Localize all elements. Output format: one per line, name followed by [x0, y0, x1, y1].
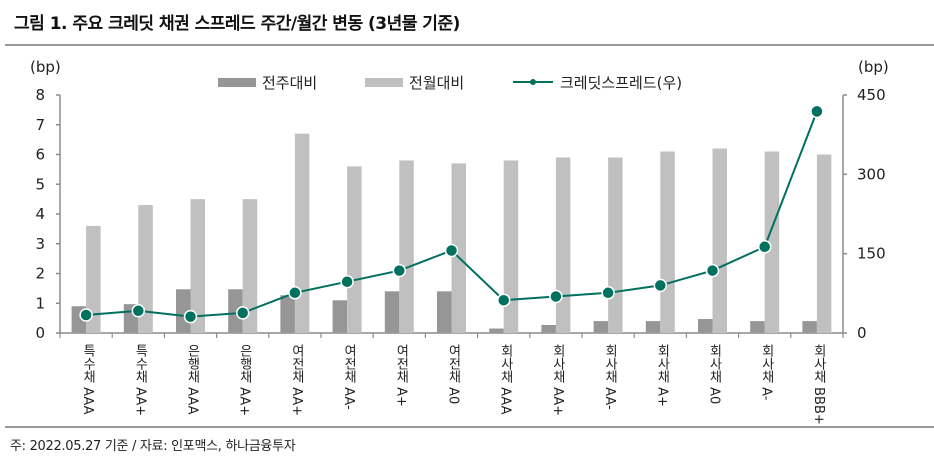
footer-divider: [5, 426, 934, 428]
spread-point: [235, 306, 250, 320]
category-label: 여전채 AA-: [341, 344, 357, 410]
bar-monthly-change: [86, 225, 101, 333]
bar-weekly-change: [228, 289, 243, 333]
spread-point: [810, 104, 824, 119]
bar-weekly-change: [280, 295, 295, 333]
bar-monthly-change: [294, 133, 310, 333]
spread-point: [183, 309, 198, 324]
category-label: 회사채 A-: [758, 344, 774, 401]
bar-monthly-change: [399, 160, 414, 333]
bar-monthly-change: [816, 154, 832, 333]
right-tick-label: 450: [857, 86, 886, 104]
bar-monthly-change: [242, 199, 258, 333]
spread-point: [757, 240, 772, 254]
bar-monthly-change: [190, 199, 205, 333]
category-label: 은행채 AAA: [184, 344, 200, 415]
left-tick-label: 0: [35, 324, 45, 342]
bar-monthly-change: [555, 157, 571, 333]
bar-monthly-change: [764, 151, 780, 333]
left-tick-label: 3: [35, 235, 45, 253]
category-label: 여전채 AA+: [288, 344, 304, 417]
category-label: 회사채 BBB+: [810, 344, 826, 425]
category-label: 여전채 A+: [393, 344, 409, 407]
spread-point: [705, 263, 720, 278]
category-label: 은행채 AA+: [236, 344, 252, 417]
spread-point: [288, 286, 302, 300]
bar-weekly-change: [332, 300, 348, 333]
spread-point: [444, 243, 459, 258]
category-label: 회사채 A0: [706, 344, 722, 405]
right-tick-label: 150: [857, 245, 886, 263]
right-tick-label: 0: [857, 324, 867, 342]
category-label: 회사채 AA+: [549, 344, 565, 417]
bar-weekly-change: [489, 328, 504, 333]
bar-weekly-change: [437, 291, 452, 333]
bar-weekly-change: [593, 321, 609, 333]
spread-point: [653, 278, 668, 293]
bar-monthly-change: [347, 166, 362, 333]
category-label: 회사채 AAA: [497, 344, 513, 415]
bar-monthly-change: [660, 151, 675, 333]
bar-monthly-change: [451, 163, 466, 333]
left-tick-label: 4: [35, 205, 45, 223]
left-tick-label: 8: [35, 86, 45, 104]
bar-weekly-change: [645, 321, 661, 333]
legend-label-weekly: 전주대비: [262, 74, 317, 92]
bar-monthly-change: [712, 148, 727, 333]
spread-point: [79, 308, 93, 322]
spread-point: [340, 274, 354, 289]
category-label: 회사채 A+: [654, 344, 670, 407]
right-tick-label: 300: [857, 165, 886, 183]
bar-weekly-change: [750, 321, 765, 333]
spread-point: [601, 286, 615, 300]
left-tick-label: 7: [35, 116, 45, 134]
legend-label-spread: 크레딧스프레드(우): [560, 74, 682, 92]
left-axis-unit: (bp): [30, 58, 61, 76]
left-tick-label: 5: [35, 175, 45, 193]
bar-weekly-change: [698, 319, 713, 333]
spread-point: [131, 304, 146, 318]
left-tick-label: 2: [35, 265, 45, 283]
figure-title: 그림 1. 주요 크레딧 채권 스프레드 주간/월간 변동 (3년물 기준): [14, 14, 460, 34]
left-tick-label: 6: [35, 146, 45, 164]
bar-monthly-change: [138, 205, 153, 333]
legend-swatch-weekly: [218, 78, 256, 87]
bar-monthly-change: [503, 160, 519, 333]
category-label: 특수채 AA+: [132, 344, 148, 417]
bar-weekly-change: [541, 324, 556, 333]
bar-monthly-change: [608, 157, 623, 333]
spread-point: [549, 289, 563, 304]
spread-point: [392, 263, 407, 278]
left-tick-label: 1: [35, 294, 45, 312]
category-label: 여전채 A0: [445, 344, 461, 405]
title-divider: [5, 44, 934, 46]
right-axis-unit: (bp): [858, 58, 889, 76]
spread-point: [496, 293, 511, 307]
legend-label-monthly: 전월대비: [409, 74, 464, 92]
bar-weekly-change: [384, 291, 400, 333]
category-label: 회사채 AA-: [602, 344, 618, 410]
legend-swatch-monthly: [365, 78, 403, 87]
bar-weekly-change: [802, 321, 817, 333]
category-label: 특수채 AAA: [80, 344, 96, 415]
footnote: 주: 2022.05.27 기준 / 자료: 인포맥스, 하나금융투자: [10, 439, 296, 454]
legend-marker-spread: [530, 79, 536, 85]
